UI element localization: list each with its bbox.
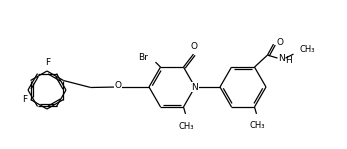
Text: O: O [277, 38, 283, 47]
Text: O: O [115, 82, 121, 90]
Text: CH₃: CH₃ [179, 122, 194, 131]
Text: Br: Br [138, 53, 149, 62]
Text: F: F [45, 58, 51, 67]
Text: F: F [23, 95, 27, 104]
Text: O: O [191, 42, 198, 51]
Text: N: N [192, 83, 198, 91]
Text: CH₃: CH₃ [299, 45, 315, 54]
Text: CH₃: CH₃ [250, 121, 265, 130]
Text: H: H [286, 56, 292, 65]
Text: N: N [278, 54, 285, 63]
